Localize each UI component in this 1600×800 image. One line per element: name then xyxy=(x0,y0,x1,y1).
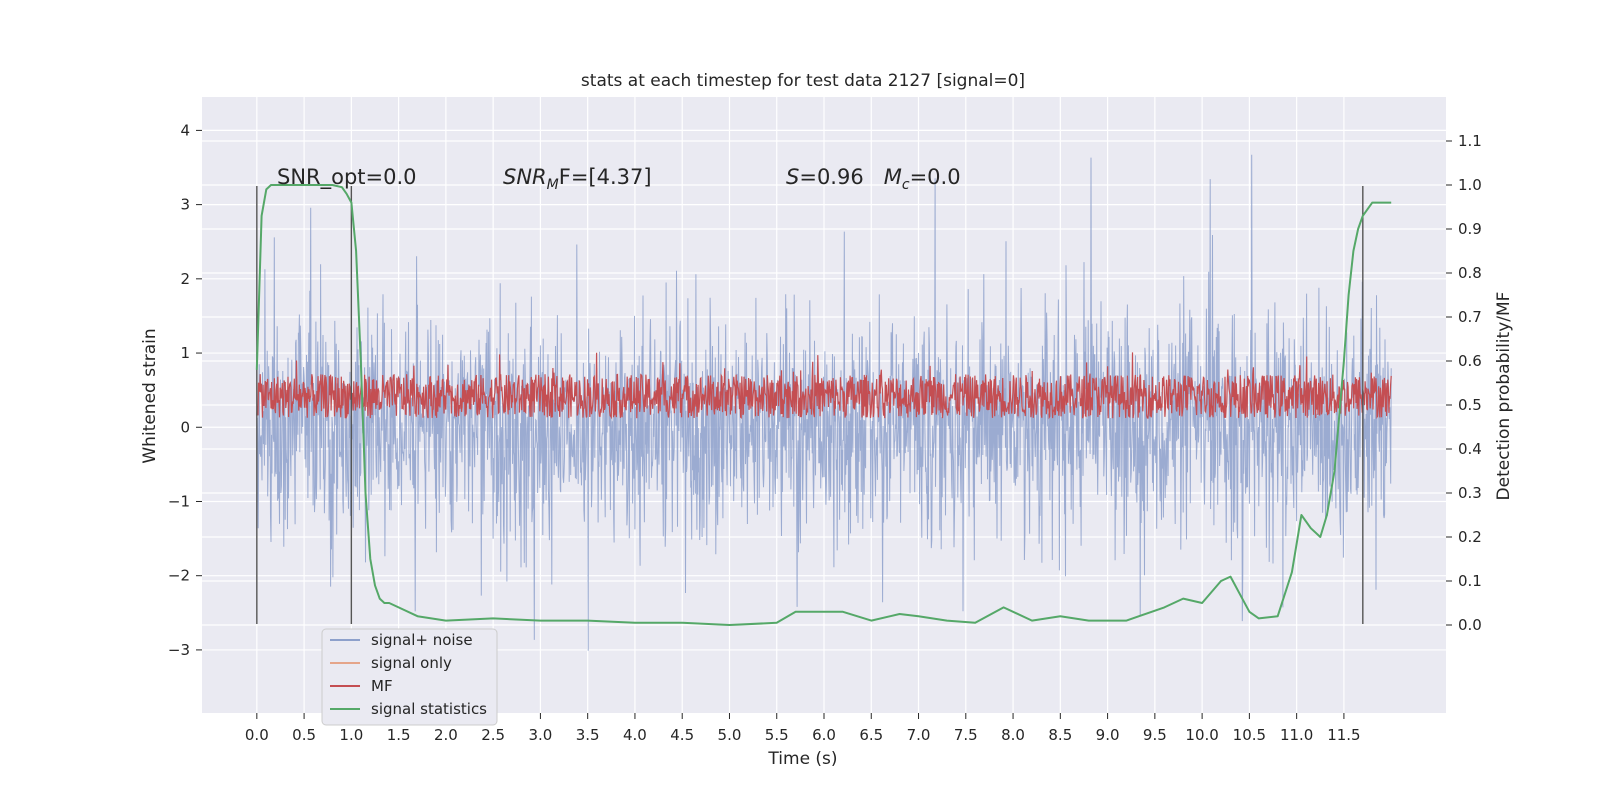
x-tick-label: 11.0 xyxy=(1280,726,1313,744)
x-tick-label: 4.5 xyxy=(670,726,694,744)
annotation-snr-mf: SNRMF=[4.37] xyxy=(503,165,652,193)
y2-axis-label: Detection probability/MF xyxy=(1494,292,1514,501)
x-tick-label: 9.5 xyxy=(1143,726,1167,744)
y-axis-ticks: −3 −2 −1 0 1 2 3 4 xyxy=(168,121,202,659)
signal-statistics-line xyxy=(255,184,1392,626)
y2-tick-label: 0.7 xyxy=(1458,308,1482,326)
x-tick-label: 10.0 xyxy=(1185,726,1218,744)
annotation-mc-main: M xyxy=(884,165,902,189)
annotation-mc-sub: c xyxy=(902,177,910,193)
x-tick-label: 5.0 xyxy=(718,726,742,744)
x-tick-label: 1.5 xyxy=(387,726,411,744)
y2-tick-label: 0.5 xyxy=(1458,396,1482,414)
legend-label-signal-only: signal only xyxy=(371,654,452,672)
x-tick-label: 3.0 xyxy=(528,726,552,744)
y-tick-label: 1 xyxy=(180,344,190,362)
signal-noise-line xyxy=(256,154,1392,651)
y2-tick-label: 0.3 xyxy=(1458,484,1482,502)
x-tick-label: 1.0 xyxy=(339,726,363,744)
y-tick-label: 2 xyxy=(180,270,190,288)
signal-noise-series xyxy=(256,154,1392,651)
mf-line xyxy=(256,352,1392,420)
annotation-s: S xyxy=(786,165,799,189)
x-axis-label: Time (s) xyxy=(767,749,837,769)
y2-axis-ticks: 0.0 0.1 0.2 0.3 0.4 0.5 0.6 0.7 0.8 0.9 1.0 1.1 xyxy=(1446,132,1482,634)
annotation-snr-mf-sub: M xyxy=(547,177,559,193)
annotation-mc-rest: =0.0 xyxy=(910,165,961,189)
x-tick-label: 11.5 xyxy=(1327,726,1360,744)
x-tick-label: 0.0 xyxy=(245,726,269,744)
y-tick-label: 4 xyxy=(180,121,190,139)
y2-tick-label: 1.1 xyxy=(1458,132,1482,150)
annotation-s-mc: S=0.96 Mc=0.0 xyxy=(786,165,961,193)
y2-tick-label: 0.6 xyxy=(1458,352,1482,370)
y2-tick-label: 1.0 xyxy=(1458,176,1482,194)
y-tick-label: 3 xyxy=(180,196,190,214)
annotation-snr-mf-main: SNR xyxy=(503,165,547,189)
chart-title: stats at each timestep for test data 212… xyxy=(581,71,1025,91)
x-tick-label: 8.0 xyxy=(1001,726,1025,744)
y-tick-label: −2 xyxy=(168,567,190,585)
x-tick-label: 9.0 xyxy=(1096,726,1120,744)
x-tick-label: 7.0 xyxy=(907,726,931,744)
y2-tick-label: 0.9 xyxy=(1458,220,1482,238)
y2-tick-label: 0.1 xyxy=(1458,572,1482,590)
annotation-snr-mf-rest: F=[4.37] xyxy=(559,165,652,189)
x-tick-label: 2.5 xyxy=(481,726,505,744)
x-axis-ticks: 0.0 0.5 1.0 1.5 2.0 2.5 3.0 3.5 4.0 4.5 5.0 5.5 6.0 6… xyxy=(245,713,1361,744)
legend: signal+ noise signal only MF signal stat… xyxy=(321,628,498,726)
x-tick-label: 6.0 xyxy=(812,726,836,744)
x-tick-label: 3.5 xyxy=(576,726,600,744)
y2-tick-label: 0.2 xyxy=(1458,528,1482,546)
y-axis-label: Whitened strain xyxy=(140,328,160,463)
y2-tick-label: 0.4 xyxy=(1458,440,1482,458)
vertical-markers xyxy=(256,186,1364,624)
x-tick-label: 7.5 xyxy=(954,726,978,744)
x-tick-label: 4.0 xyxy=(623,726,647,744)
legend-label-mf: MF xyxy=(371,677,393,695)
mf-series xyxy=(256,352,1392,420)
y2-tick-label: 0.8 xyxy=(1458,264,1482,282)
x-tick-label: 0.5 xyxy=(292,726,316,744)
y-tick-label: 0 xyxy=(180,418,190,436)
annotation-s-value: =0.96 xyxy=(799,165,883,189)
y-tick-label: −3 xyxy=(168,641,190,659)
y2-tick-label: 0.0 xyxy=(1458,616,1482,634)
legend-box xyxy=(321,628,498,726)
legend-label-signal-noise: signal+ noise xyxy=(371,631,473,649)
annotation-snr-opt: SNR_opt=0.0 xyxy=(277,165,417,190)
x-tick-label: 5.5 xyxy=(765,726,789,744)
legend-label-signal-statistics: signal statistics xyxy=(371,700,487,718)
x-tick-label: 10.5 xyxy=(1233,726,1266,744)
x-tick-label: 2.0 xyxy=(434,726,458,744)
x-tick-label: 8.5 xyxy=(1048,726,1072,744)
x-tick-label: 6.5 xyxy=(859,726,883,744)
y-tick-label: −1 xyxy=(168,492,190,510)
signal-statistics-series xyxy=(255,184,1392,626)
